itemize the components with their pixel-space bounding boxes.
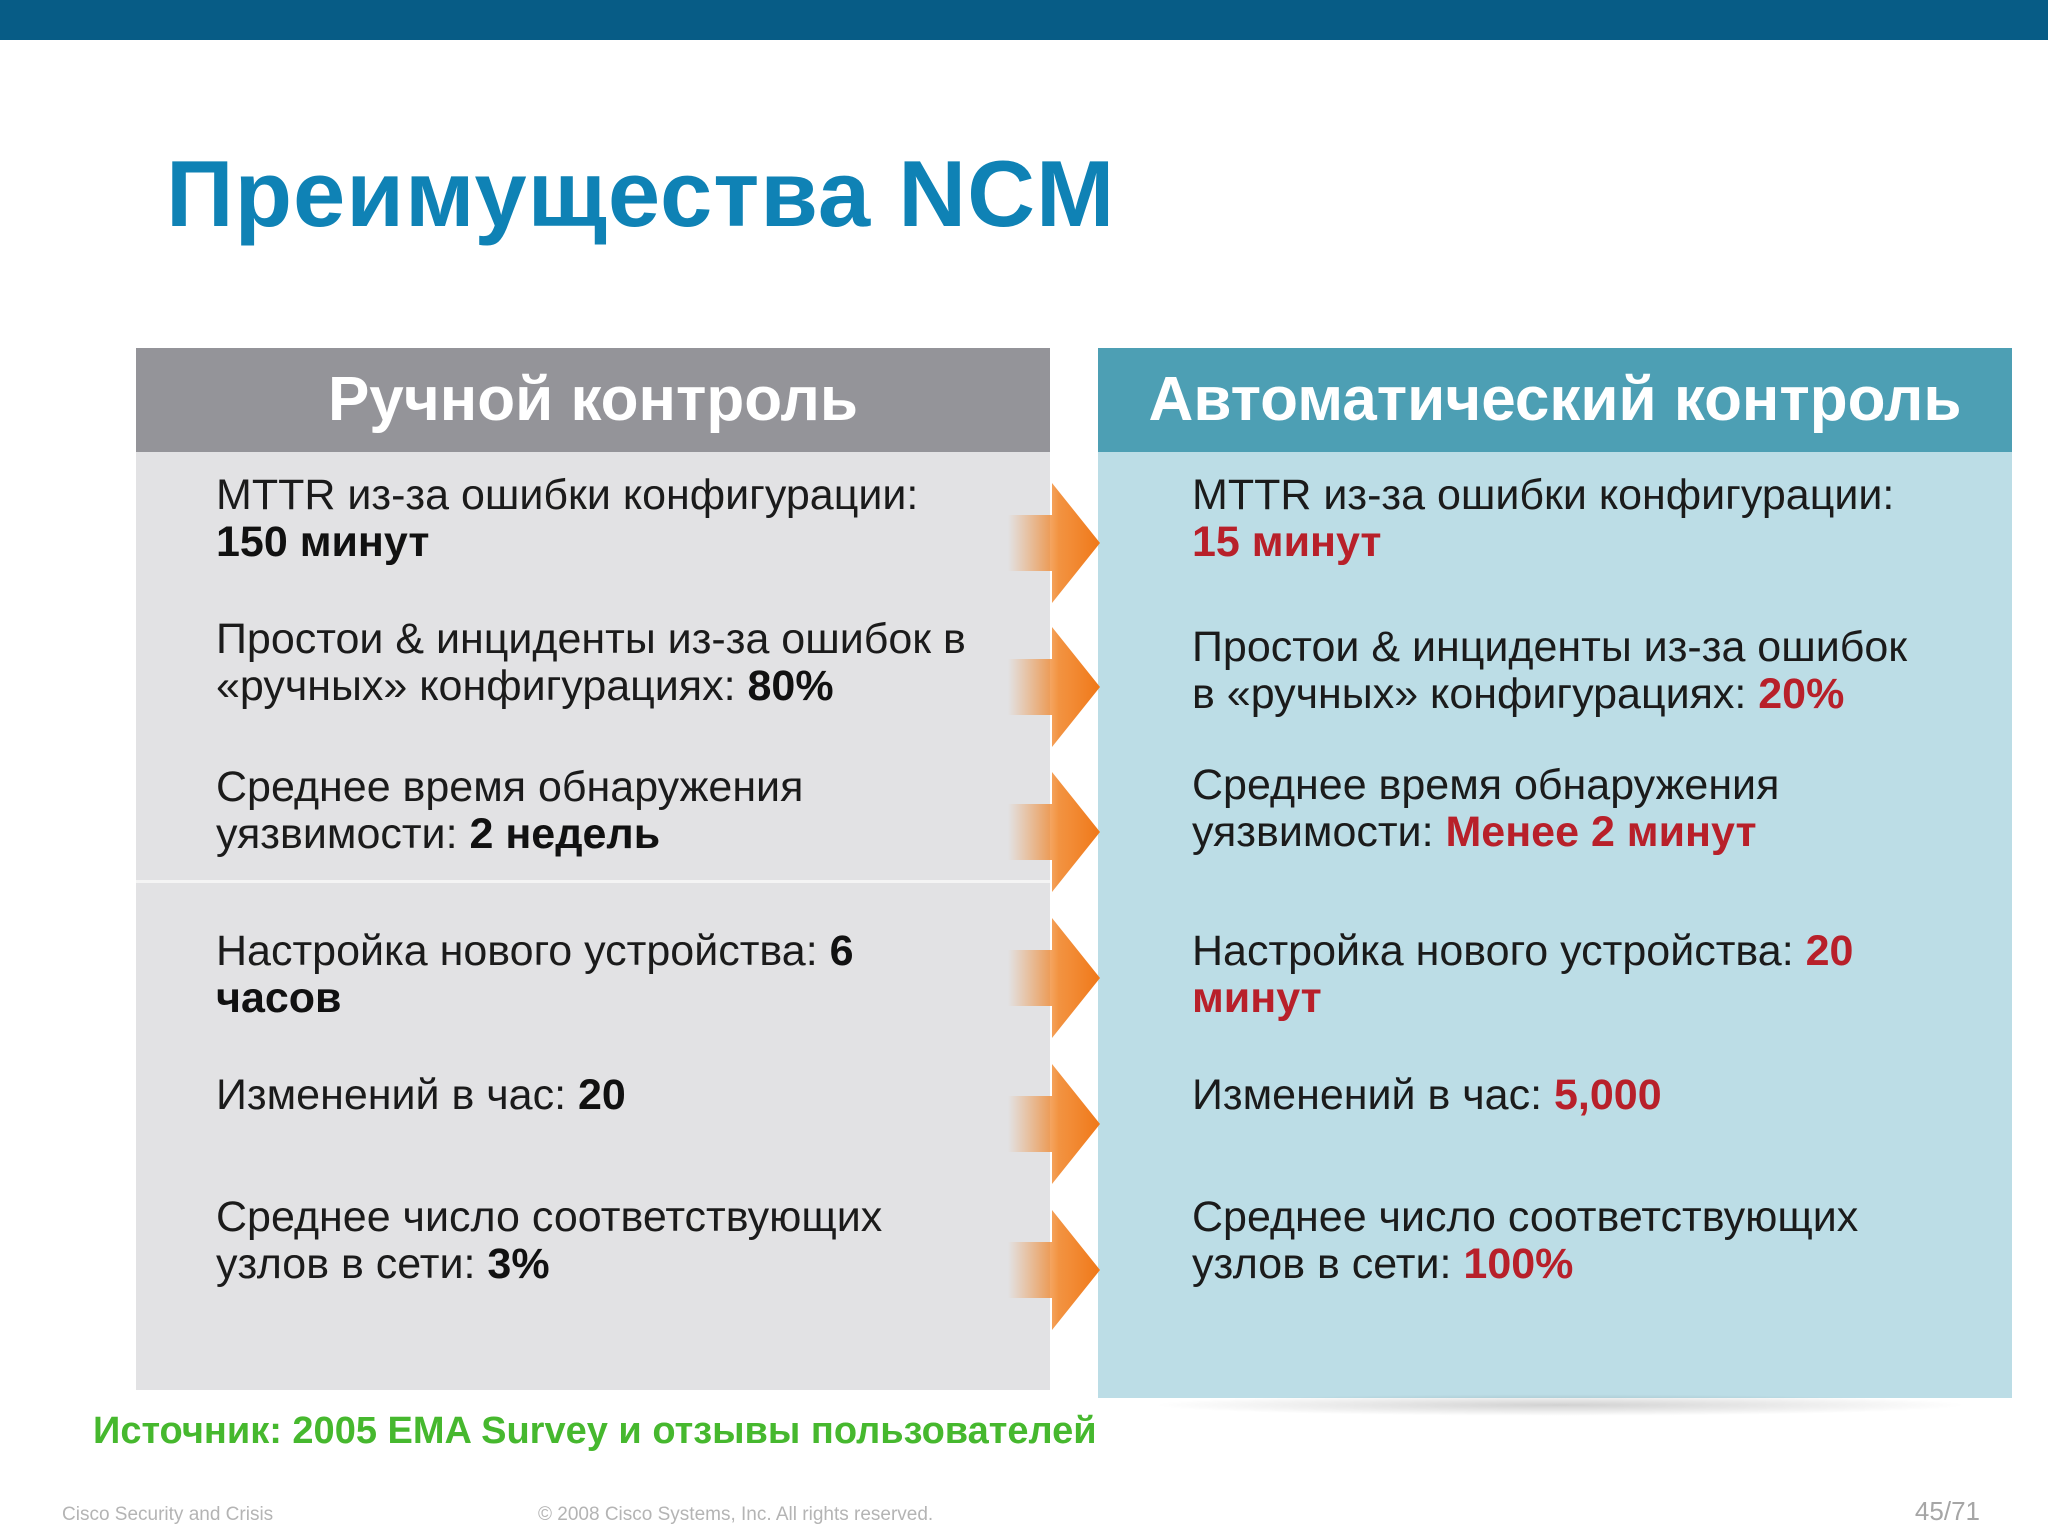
right-item-changes-label: Изменений в час: [1192, 1071, 1554, 1119]
right-item-setup-value-1: 20 [1805, 927, 1854, 975]
page-number: 45/71 [1914, 1496, 1980, 1526]
left-item-downtime-label-2: «ручных» конфигурациях: [216, 662, 748, 710]
panel-shadow [1150, 1394, 1970, 1416]
automatic-control-header: Автоматический контроль [1098, 348, 2012, 452]
right-item-downtime-label-2: в «ручных» конфигурациях: [1192, 670, 1759, 718]
left-panel-divider [136, 880, 1050, 883]
manual-control-header: Ручной контроль [136, 348, 1050, 452]
left-item-vuln-label-1: Среднее время обнаружения [216, 763, 804, 811]
left-item-downtime-label-1: Простои & инциденты из-за ошибок в [216, 615, 966, 663]
left-item-setup: Настройка нового устройства: 6 часов [216, 928, 854, 1022]
footer-copyright: © 2008 Cisco Systems, Inc. All rights re… [538, 1504, 934, 1525]
right-item-setup-label: Настройка нового устройства: [1192, 927, 1806, 975]
right-item-setup: Настройка нового устройства: 20 минут [1192, 928, 1853, 1022]
left-item-vuln: Среднее время обнаружения уязвимости: 2 … [216, 764, 803, 858]
right-item-setup-value-2: минут [1192, 974, 1322, 1022]
arrow-right-icon [1008, 1210, 1100, 1330]
automatic-control-panel: Автоматический контроль MTTR из-за ошибк… [1098, 348, 2012, 1398]
right-item-vuln: Среднее время обнаружения уязвимости: Ме… [1192, 762, 1779, 856]
left-item-downtime: Простои & инциденты из-за ошибок в «ручн… [216, 616, 966, 710]
source-note: Источник: 2005 EMA Survey и отзывы польз… [93, 1410, 1097, 1452]
manual-control-panel: Ручной контроль MTTR из-за ошибки конфиг… [136, 348, 1050, 1390]
left-item-mttr-label: MTTR из-за ошибки конфигурации: [216, 471, 919, 519]
right-item-vuln-label-1: Среднее время обнаружения [1192, 761, 1780, 809]
left-item-changes-value: 20 [578, 1071, 626, 1119]
arrow-right-icon [1008, 772, 1100, 892]
left-item-mttr-value: 150 минут [216, 518, 430, 566]
left-item-mttr: MTTR из-за ошибки конфигурации: 150 мину… [216, 472, 918, 566]
right-item-compliance: Среднее число соответствующих узлов в се… [1192, 1194, 1858, 1288]
left-item-vuln-label-2: уязвимости: [216, 810, 470, 858]
arrow-right-icon [1008, 1064, 1100, 1184]
left-item-setup-label: Настройка нового устройства: [216, 927, 830, 975]
left-item-vuln-value: 2 недель [469, 810, 661, 858]
right-item-downtime-value: 20% [1758, 670, 1845, 718]
left-item-compliance-label-1: Среднее число соответствующих [216, 1193, 883, 1241]
arrow-right-icon [1008, 627, 1100, 747]
top-bar [0, 0, 2048, 40]
left-item-downtime-value: 80% [747, 662, 834, 710]
right-item-downtime: Простои & инциденты из-за ошибок в «ручн… [1192, 624, 1907, 718]
arrow-right-icon [1008, 918, 1100, 1038]
right-item-downtime-label-1: Простои & инциденты из-за ошибок [1192, 623, 1908, 671]
right-item-compliance-label-2: узлов в сети: [1192, 1240, 1464, 1288]
left-item-changes: Изменений в час: 20 [216, 1072, 626, 1119]
right-item-vuln-label-2: уязвимости: [1192, 808, 1446, 856]
left-item-compliance-value: 3% [487, 1240, 550, 1288]
right-item-changes-value: 5,000 [1554, 1071, 1662, 1119]
arrow-right-icon [1008, 483, 1100, 603]
left-item-compliance: Среднее число соответствующих узлов в се… [216, 1194, 882, 1288]
right-item-changes: Изменений в час: 5,000 [1192, 1072, 1662, 1119]
right-item-compliance-value: 100% [1463, 1240, 1574, 1288]
right-item-compliance-label-1: Среднее число соответствующих [1192, 1193, 1859, 1241]
left-item-setup-value-2: часов [216, 974, 342, 1022]
left-item-changes-label: Изменений в час: [216, 1071, 578, 1119]
left-item-compliance-label-2: узлов в сети: [216, 1240, 488, 1288]
right-item-mttr: MTTR из-за ошибки конфигурации: 15 минут [1192, 472, 1894, 566]
right-item-mttr-value: 15 минут [1192, 518, 1382, 566]
slide-title: Преимущества NCM [166, 141, 1116, 246]
right-item-mttr-label: MTTR из-за ошибки конфигурации: [1192, 471, 1895, 519]
right-item-vuln-value: Менее 2 минут [1445, 808, 1757, 856]
footer-left-text: Cisco Security and Crisis [62, 1504, 274, 1525]
left-item-setup-value-1: 6 [829, 927, 854, 975]
